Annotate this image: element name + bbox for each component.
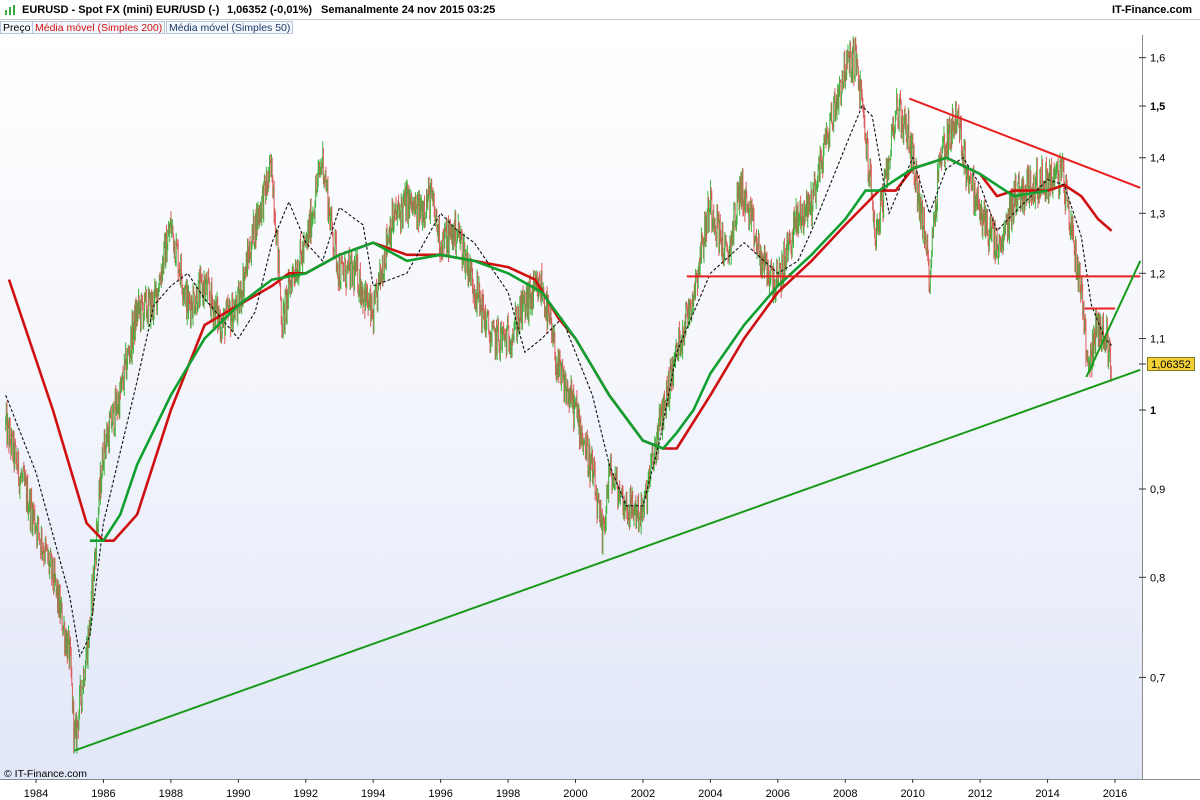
y-tick-label: 1,1 [1150,334,1165,346]
trend-red-down-line [908,97,1141,189]
x-tick-label: 1990 [226,788,250,800]
support-short-line [1085,260,1142,378]
x-tick-label: 1992 [294,788,318,800]
y-tick-label: 1,2 [1150,268,1165,280]
brand-label: IT-Finance.com [1112,4,1193,16]
x-tick-label: 1986 [91,788,115,800]
y-tick-label: 1 [1150,405,1156,417]
x-tick-label: 2010 [900,788,924,800]
last-quote: 1,06352 (-0,01%) [227,4,312,16]
x-tick-label: 2012 [968,788,992,800]
x-tick-label: 1988 [159,788,183,800]
legend-ma200[interactable]: Média móvel (Simples 200) [32,21,166,34]
legend-ma50[interactable]: Média móvel (Simples 50) [166,21,294,34]
price-bars [5,36,1112,754]
y-tick-label: 1,3 [1150,208,1165,220]
x-tick-label: 2014 [1035,788,1059,800]
support-long-line [74,368,1141,752]
legend-price[interactable]: Preço [0,21,34,34]
chart-header: EURUSD - Spot FX (mini) EUR/USD (-) 1,06… [0,0,1200,20]
y-tick-label: 1,6 [1150,53,1165,65]
ma-green-line [89,156,1048,543]
period-date: Semanalmente 24 nov 2015 03:25 [321,4,496,16]
x-tick-label: 2000 [563,788,587,800]
symbol-title: EURUSD - Spot FX (mini) EUR/USD (-) [22,4,220,16]
chart-icon[interactable] [4,4,16,16]
ma200-line [7,156,1113,543]
x-tick-label: 2008 [833,788,857,800]
last-price-tag: 1,06352 [1147,357,1195,371]
x-tick-label: 2016 [1103,788,1127,800]
y-tick-label: 0,9 [1150,484,1165,496]
y-tick-label: 1,5 [1150,101,1165,113]
x-tick-label: 2004 [698,788,722,800]
x-tick-label: 2002 [631,788,655,800]
y-tick-label: 1,4 [1150,153,1165,165]
x-tick-label: 1996 [428,788,452,800]
x-tick-label: 1998 [496,788,520,800]
x-axis-band [0,779,1200,800]
copyright: © IT-Finance.com [4,768,88,780]
y-tick-label: 0,8 [1150,572,1165,584]
x-tick-label: 1984 [24,788,48,800]
x-tick-label: 1994 [361,788,385,800]
y-tick-label: 0,7 [1150,672,1165,684]
x-tick-label: 2006 [766,788,790,800]
